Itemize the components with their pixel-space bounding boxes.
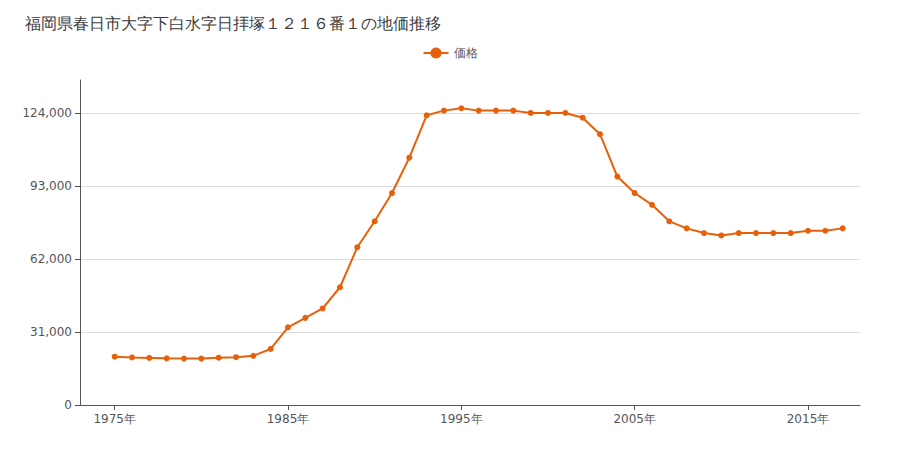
svg-text:価格: 価格	[454, 46, 478, 60]
svg-text:1995年: 1995年	[440, 412, 483, 426]
svg-text:1975年: 1975年	[93, 412, 136, 426]
svg-text:福岡県春日市大字下白水字日拝塚１２１６番１の地価推移: 福岡県春日市大字下白水字日拝塚１２１６番１の地価推移	[25, 14, 441, 33]
svg-text:2015年: 2015年	[787, 412, 830, 426]
svg-text:124,000: 124,000	[22, 106, 72, 120]
svg-text:0: 0	[64, 398, 72, 412]
svg-text:93,000: 93,000	[30, 179, 72, 193]
svg-text:1985年: 1985年	[267, 412, 310, 426]
svg-text:31,000: 31,000	[30, 325, 72, 339]
svg-text:2005年: 2005年	[613, 412, 656, 426]
svg-text:62,000: 62,000	[30, 252, 72, 266]
